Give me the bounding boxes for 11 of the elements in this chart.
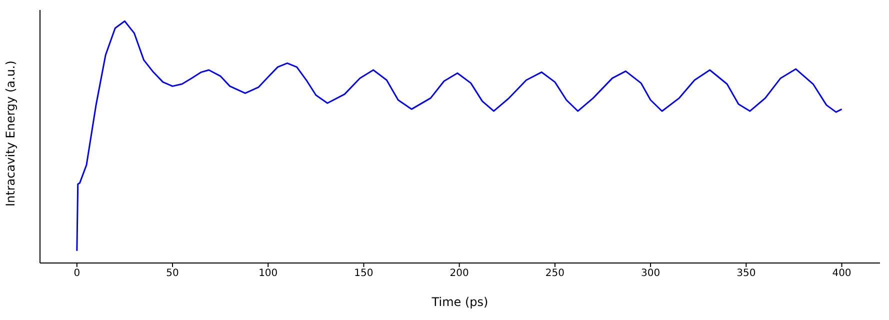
x-axis-title: Time (ps) (430, 295, 488, 309)
x-tick-label: 250 (545, 268, 564, 280)
x-tick-label: 0 (74, 268, 80, 280)
x-tick-label: 150 (354, 268, 374, 280)
x-tick-label: 400 (832, 268, 852, 280)
x-tick-label: 50 (166, 268, 179, 280)
x-tick-label: 100 (258, 268, 278, 280)
y-axis-title: Intracavity Energy (a.u.) (3, 60, 18, 206)
x-tick-label: 350 (736, 268, 756, 280)
x-tick-label: 200 (450, 268, 469, 280)
x-tick-label: 300 (640, 268, 660, 280)
